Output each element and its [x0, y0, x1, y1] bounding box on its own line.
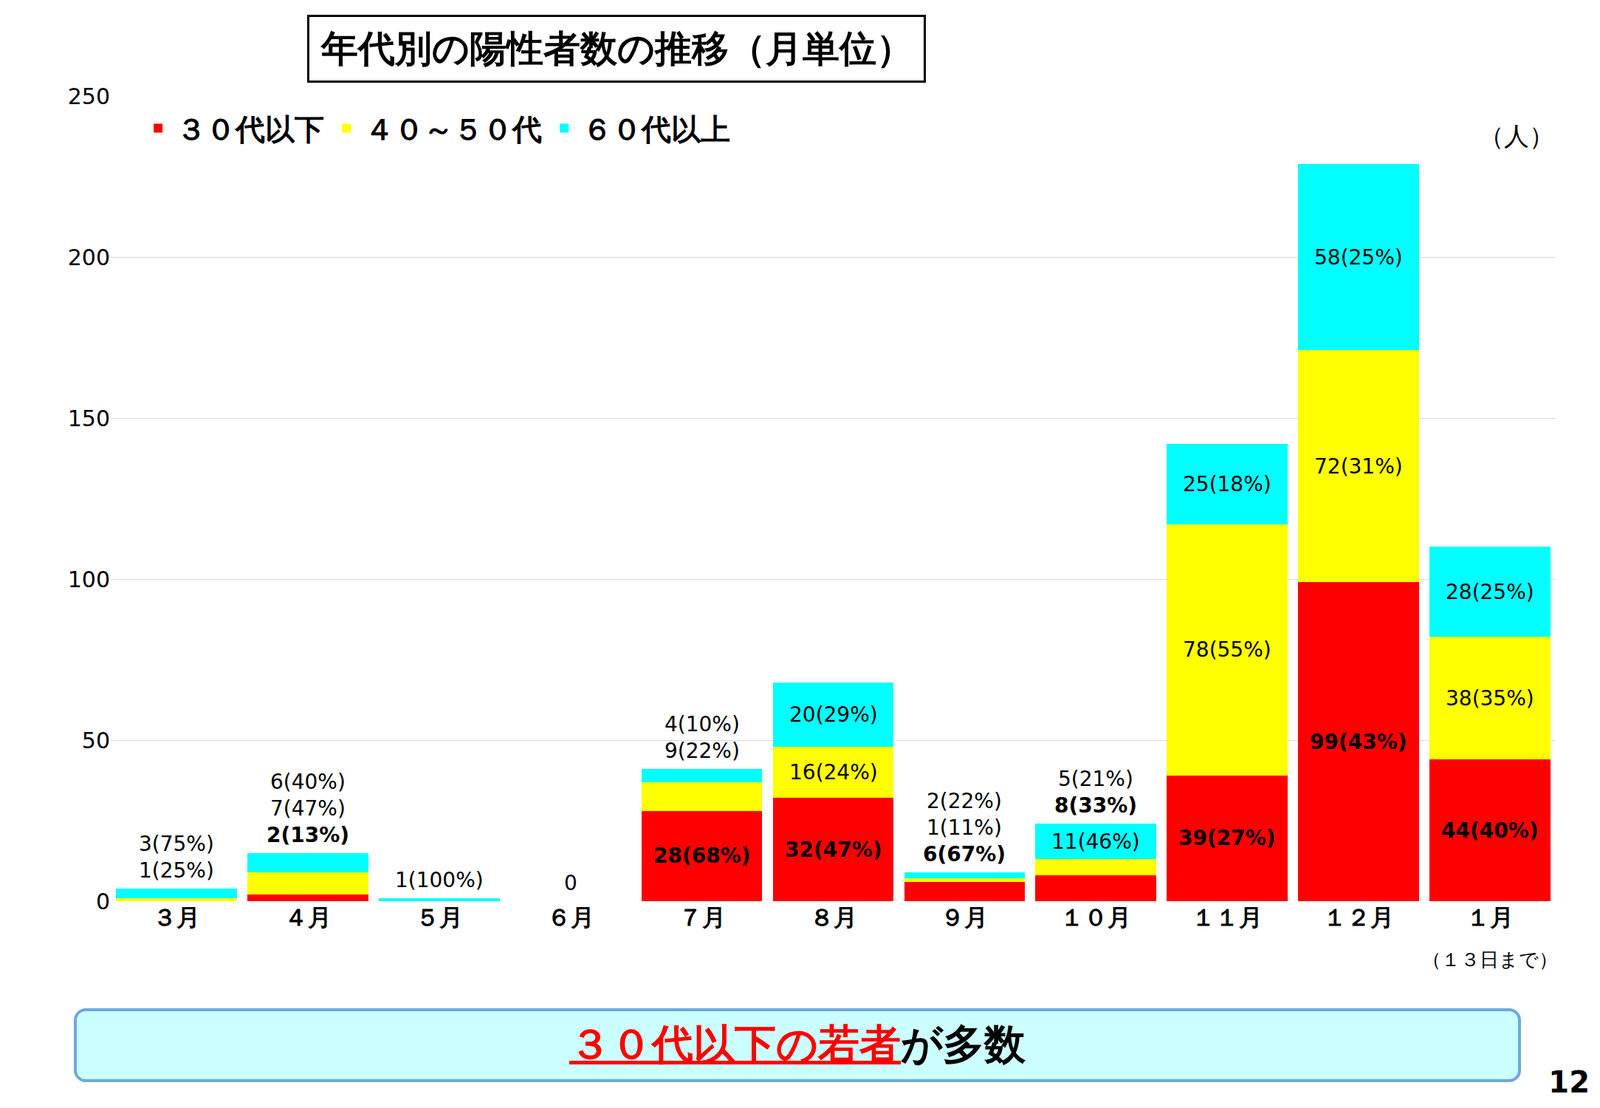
- svg-text:32(47%): 32(47%): [784, 837, 883, 862]
- svg-text:８月: ８月: [809, 902, 858, 932]
- svg-text:（人）: （人）: [1478, 121, 1555, 151]
- svg-text:5(21%): 5(21%): [1058, 766, 1134, 791]
- svg-text:150: 150: [67, 405, 111, 432]
- svg-text:1(11%): 1(11%): [926, 815, 1002, 840]
- svg-text:１月: １月: [1466, 902, 1514, 932]
- svg-text:28(25%): 28(25%): [1445, 579, 1535, 604]
- svg-text:44(40%): 44(40%): [1441, 818, 1539, 843]
- svg-text:1(25%): 1(25%): [138, 857, 215, 883]
- svg-text:（１３日まで）: （１３日まで）: [1422, 948, 1558, 971]
- svg-text:11(46%): 11(46%): [1051, 829, 1141, 854]
- svg-text:16(24%): 16(24%): [789, 759, 878, 785]
- svg-text:１２月: １２月: [1323, 902, 1395, 932]
- svg-text:0: 0: [95, 888, 111, 915]
- svg-text:0: 0: [564, 870, 578, 895]
- svg-text:28(68%): 28(68%): [653, 843, 751, 868]
- svg-text:250: 250: [67, 83, 111, 110]
- svg-text:７月: ７月: [678, 902, 726, 932]
- svg-text:39(27%): 39(27%): [1178, 825, 1276, 850]
- svg-text:１０月: １０月: [1060, 902, 1132, 932]
- svg-text:３月: ３月: [152, 902, 201, 932]
- svg-text:50: 50: [81, 727, 111, 754]
- svg-text:58(25%): 58(25%): [1314, 245, 1403, 270]
- svg-text:６０代以上: ６０代以上: [582, 112, 731, 147]
- svg-text:1(100%): 1(100%): [395, 867, 484, 892]
- svg-text:99(43%): 99(43%): [1309, 729, 1408, 754]
- svg-text:6(67%): 6(67%): [922, 841, 1006, 867]
- svg-text:20(29%): 20(29%): [789, 702, 878, 727]
- svg-text:４月: ４月: [284, 902, 332, 932]
- svg-text:2(22%): 2(22%): [926, 788, 1002, 813]
- svg-text:4(10%): 4(10%): [664, 711, 740, 737]
- svg-text:7(47%): 7(47%): [270, 795, 346, 821]
- html-text:３０代以下の若者が多数: ３０代以下の若者が多数: [569, 1019, 1026, 1068]
- svg-text:４０～５０代: ４０～５０代: [364, 112, 542, 147]
- svg-text:6(40%): 6(40%): [270, 769, 346, 794]
- svg-text:78(55%): 78(55%): [1182, 637, 1272, 662]
- html-text:12: 12: [1548, 1064, 1590, 1099]
- svg-text:200: 200: [67, 244, 111, 271]
- svg-text:25(18%): 25(18%): [1182, 471, 1272, 497]
- svg-text:3(75%): 3(75%): [138, 831, 215, 856]
- svg-text:8(33%): 8(33%): [1054, 792, 1138, 818]
- svg-text:38(35%): 38(35%): [1445, 685, 1535, 711]
- svg-text:年代別の陽性者数の推移（月単位）: 年代別の陽性者数の推移（月単位）: [319, 27, 914, 71]
- svg-text:１１月: １１月: [1191, 902, 1263, 932]
- svg-text:９月: ９月: [940, 902, 988, 932]
- svg-text:５月: ５月: [415, 902, 463, 932]
- svg-text:9(22%): 9(22%): [664, 738, 740, 763]
- svg-text:３０代以下: ３０代以下: [176, 112, 325, 147]
- svg-text:2(13%): 2(13%): [266, 822, 350, 847]
- svg-text:６月: ６月: [547, 902, 595, 932]
- svg-text:72(31%): 72(31%): [1314, 454, 1403, 479]
- svg-text:100: 100: [67, 566, 111, 593]
